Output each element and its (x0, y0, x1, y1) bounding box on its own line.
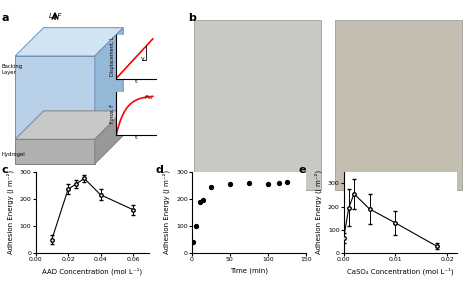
FancyBboxPatch shape (193, 20, 321, 190)
Text: e: e (298, 165, 306, 175)
Polygon shape (95, 111, 123, 164)
Text: L, F: L, F (49, 13, 61, 19)
Y-axis label: Adhesion Energy (J m⁻²): Adhesion Energy (J m⁻²) (7, 170, 14, 255)
Y-axis label: Displacement, L: Displacement, L (110, 37, 115, 77)
X-axis label: AAD Concentration (mol L⁻¹): AAD Concentration (mol L⁻¹) (42, 268, 143, 275)
FancyBboxPatch shape (15, 139, 95, 164)
Polygon shape (15, 111, 123, 139)
Text: 2 cm: 2 cm (227, 182, 241, 187)
X-axis label: t: t (135, 79, 137, 84)
X-axis label: CaSO₄ Concentration (mol L⁻¹): CaSO₄ Concentration (mol L⁻¹) (347, 268, 454, 275)
Text: a: a (2, 13, 9, 22)
X-axis label: t: t (135, 135, 137, 140)
Text: d: d (155, 165, 164, 175)
X-axis label: Time (min): Time (min) (230, 268, 268, 274)
FancyBboxPatch shape (335, 20, 463, 190)
Text: b: b (188, 13, 196, 22)
Text: Hydrogel: Hydrogel (2, 152, 26, 157)
Polygon shape (15, 28, 123, 56)
Y-axis label: Adhesion Energy (J m⁻²): Adhesion Energy (J m⁻²) (315, 170, 322, 255)
Text: c: c (1, 165, 8, 175)
Text: v: v (141, 56, 145, 61)
Polygon shape (95, 28, 123, 141)
Text: $F_{ss}$: $F_{ss}$ (144, 93, 154, 102)
Y-axis label: Adhesion Energy (J m⁻²): Adhesion Energy (J m⁻²) (163, 170, 171, 255)
Text: 2 cm: 2 cm (369, 182, 383, 187)
Text: Backing
Layer: Backing Layer (2, 64, 23, 75)
Y-axis label: Force, F: Force, F (110, 104, 115, 123)
FancyBboxPatch shape (15, 56, 95, 141)
